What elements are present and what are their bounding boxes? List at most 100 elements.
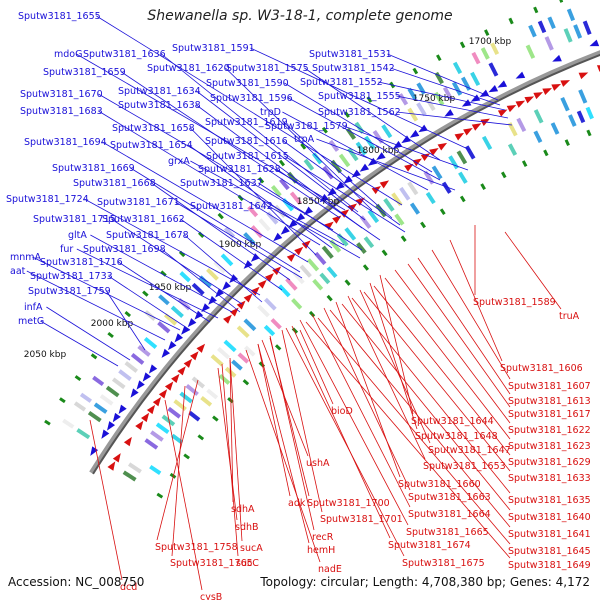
tick-mark-inner (344, 279, 351, 286)
reverse-gene-label: Sputw3181_1663 (408, 492, 491, 503)
reverse-gene-arrow (135, 420, 144, 431)
forward-gene-arrow (327, 187, 337, 196)
topology-label: Topology: circular; Length: 4,708,380 bp… (260, 575, 590, 589)
tick-mark-outer (198, 231, 205, 238)
forward-gene-leader (387, 53, 499, 101)
feature-segment-outer (92, 375, 105, 387)
feature-segment-outer (488, 62, 499, 77)
reverse-gene-leader (407, 263, 511, 408)
feature-segment-outer (490, 42, 500, 56)
forward-gene-label: Sputw3181_1620 (147, 63, 230, 74)
forward-gene-leader (196, 104, 363, 229)
forward-gene-leader (84, 198, 261, 296)
feature-segment-outer (528, 24, 537, 38)
forward-gene-leader (390, 67, 501, 106)
tick-mark-outer (160, 270, 167, 277)
feature-segment-inner (217, 346, 231, 360)
forward-gene-arrow (376, 152, 386, 161)
feature-segment-inner (367, 209, 380, 224)
forward-gene-label: mnmA (10, 252, 42, 263)
reverse-gene-label: Sputw3181_1613 (508, 396, 591, 407)
reverse-gene-label: sdhB (235, 522, 259, 533)
feature-segment-outer (566, 8, 576, 22)
reverse-gene-label: ushA (306, 458, 330, 469)
feature-segment-outer (105, 385, 120, 398)
reverse-gene-label: Sputw3181_1641 (508, 529, 591, 540)
reverse-gene-arrow (152, 397, 162, 407)
feature-segment-outer (544, 36, 554, 51)
forward-gene-leader (130, 167, 301, 273)
feature-segment-outer (364, 135, 376, 150)
tick-mark-outer (107, 331, 114, 339)
feature-segment-outer (407, 87, 418, 101)
reverse-gene-arrow (515, 100, 526, 108)
feature-segment-outer (143, 336, 158, 349)
reverse-gene-leader (221, 363, 239, 557)
feature-segment-inner (560, 96, 570, 112)
reverse-gene-leader (229, 359, 234, 503)
reverse-gene-arrow (471, 123, 482, 131)
forward-gene-label: Sputw3181_1579 (265, 121, 348, 132)
reverse-gene-arrow (112, 453, 121, 463)
feature-segment-inner (210, 354, 224, 367)
feature-segment-outer (480, 47, 490, 60)
forward-gene-leader (258, 182, 363, 251)
feature-segment-outer (433, 91, 445, 106)
reverse-gene-arrow (257, 279, 267, 289)
feature-segment-outer (93, 402, 108, 414)
tick-mark-inner (586, 129, 592, 137)
forward-gene-label: Sputw3181_1715 (33, 214, 116, 225)
reverse-gene-arrow (578, 72, 589, 80)
tick-mark-outer (74, 375, 82, 382)
feature-segment-outer (130, 352, 145, 365)
feature-segment-outer (381, 124, 393, 139)
reverse-gene-arrow (560, 80, 571, 87)
feature-segment-inner (568, 114, 577, 127)
tick-mark-inner (420, 221, 426, 229)
feature-segment-inner (171, 433, 184, 445)
reverse-gene-arrow (196, 343, 206, 353)
reverse-gene-leader (269, 335, 315, 531)
feature-segment-outer (372, 129, 384, 144)
feature-segment-inner (167, 406, 182, 419)
reverse-gene-arrow (480, 118, 491, 126)
forward-gene-arrow (136, 380, 145, 390)
feature-segment-inner (188, 410, 201, 422)
forward-gene-label: Sputw3181_1590 (206, 78, 289, 89)
forward-gene-leader (121, 71, 341, 219)
forward-gene-leader (90, 234, 233, 313)
reverse-gene-leader (504, 231, 562, 310)
forward-gene-label: Sputw3181_1759 (28, 286, 111, 297)
feature-segment-inner (448, 155, 459, 170)
feature-segment-inner (319, 272, 331, 285)
forward-gene-label: infA (24, 302, 43, 313)
forward-gene-arrow (215, 288, 224, 298)
feature-segment-outer (434, 71, 444, 85)
forward-gene-leader (26, 270, 166, 341)
reverse-gene-leader (329, 309, 511, 528)
feature-segment-inner (299, 264, 312, 278)
feature-segment-inner (409, 202, 421, 215)
tick-mark-outer (300, 143, 307, 150)
reverse-gene-leader (335, 301, 401, 478)
forward-gene-arrow (461, 99, 472, 107)
forward-gene-label: Sputw3181_1615 (206, 151, 289, 162)
reverse-gene-label: Sputw3181_1622 (508, 425, 591, 436)
kbp-tick-label: 2000 kbp (91, 319, 134, 329)
forward-gene-arrow (401, 135, 411, 144)
reverse-gene-arrow (379, 180, 390, 189)
feature-segment-inner (244, 345, 256, 357)
feature-segment-outer (163, 313, 178, 326)
forward-gene-label: Sputw3181_1628 (198, 164, 281, 175)
kbp-tick-label: 1800 kbp (357, 146, 400, 156)
reverse-gene-label: cysB (200, 592, 222, 600)
tick-mark-outer (508, 17, 514, 25)
feature-segment-outer (62, 418, 75, 429)
reverse-gene-leader (164, 399, 203, 591)
feature-segment-inner (179, 391, 193, 404)
tick-mark-inner (439, 208, 446, 215)
feature-segment-outer (416, 102, 427, 117)
feature-segment-inner (481, 135, 493, 151)
forward-gene-arrow (148, 364, 158, 374)
kbp-tick-label: 2050 kbp (24, 350, 67, 360)
